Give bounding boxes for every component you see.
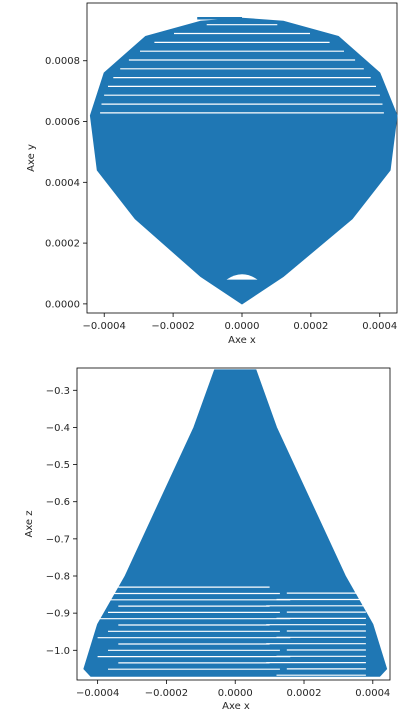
plot-xz-y-tick-label: −1.0 bbox=[46, 646, 70, 657]
plot-xz-x-tick-label: 0.0000 bbox=[218, 688, 253, 699]
plot-xz-x-axis-label: Axe x bbox=[222, 701, 250, 712]
plot-xz-y-tick-label: −0.7 bbox=[46, 534, 70, 545]
plot-xy-y-tick-label: 0.0008 bbox=[45, 56, 80, 67]
plot-xy-y-ticks: 0.0000 0.0002 0.0004 0.0006 0.0008 bbox=[45, 56, 87, 310]
plot-xy-inner-hole bbox=[226, 274, 258, 280]
plot-xy-y-tick-label: 0.0004 bbox=[45, 178, 80, 189]
plot-xy-x-tick-label: 0.0002 bbox=[293, 321, 328, 332]
plot-xy-x-tick-label: 0.0004 bbox=[362, 321, 397, 332]
plot-xy-x-axis-label: Axe x bbox=[228, 335, 256, 346]
plot-xy-y-tick-label: 0.0000 bbox=[45, 299, 80, 310]
plot-xz-y-tick-label: −0.6 bbox=[46, 497, 70, 508]
plot-xz-y-axis-label: Axe z bbox=[24, 510, 35, 537]
plot-xz-x-tick-label: 0.0004 bbox=[355, 688, 390, 699]
plot-xz-x-ticks: −0.0004 −0.0002 0.0000 0.0002 0.0004 bbox=[76, 680, 390, 699]
plot-xy-x-tick-label: 0.0000 bbox=[225, 321, 260, 332]
plot-xy: −0.0004 −0.0002 0.0000 0.0002 0.0004 0.00000… bbox=[26, 2, 398, 346]
plot-xy-y-tick-label: 0.0002 bbox=[45, 239, 80, 250]
plot-xz-y-tick-label: −0.5 bbox=[46, 460, 70, 471]
plot-xy-y-tick-label: 0.0006 bbox=[45, 117, 80, 128]
plot-xz-x-tick-label: 0.0002 bbox=[287, 688, 322, 699]
plot-xz-y-tick-label: −0.9 bbox=[46, 609, 70, 620]
plot-xz-y-tick-label: −0.4 bbox=[46, 423, 70, 434]
plot-xy-x-ticks: −0.0004 −0.0002 0.0000 0.0002 0.0004 bbox=[83, 313, 397, 332]
plot-xz-x-tick-label: −0.0002 bbox=[145, 688, 188, 699]
plot-xz-y-tick-label: −0.3 bbox=[46, 386, 70, 397]
plot-xz: −0.0004 −0.0002 0.0000 0.0002 0.0004 −0.3−0.… bbox=[24, 367, 391, 712]
plot-xy-y-axis-label: Axe y bbox=[26, 144, 37, 172]
plot-xy-scatter-series bbox=[89, 16, 398, 305]
plot-xy-x-tick-label: −0.0002 bbox=[151, 321, 194, 332]
plot-xz-x-tick-label: −0.0004 bbox=[76, 688, 119, 699]
plot-xy-x-tick-label: −0.0004 bbox=[83, 321, 126, 332]
plot-xz-scatter-series bbox=[83, 369, 388, 677]
plot-xz-y-tick-label: −0.8 bbox=[46, 572, 70, 583]
plot-xz-y-ticks: −0.3 −0.4 −0.5 −0.6 −0.7 −0.8 −0.9 −1.0 bbox=[46, 386, 77, 657]
